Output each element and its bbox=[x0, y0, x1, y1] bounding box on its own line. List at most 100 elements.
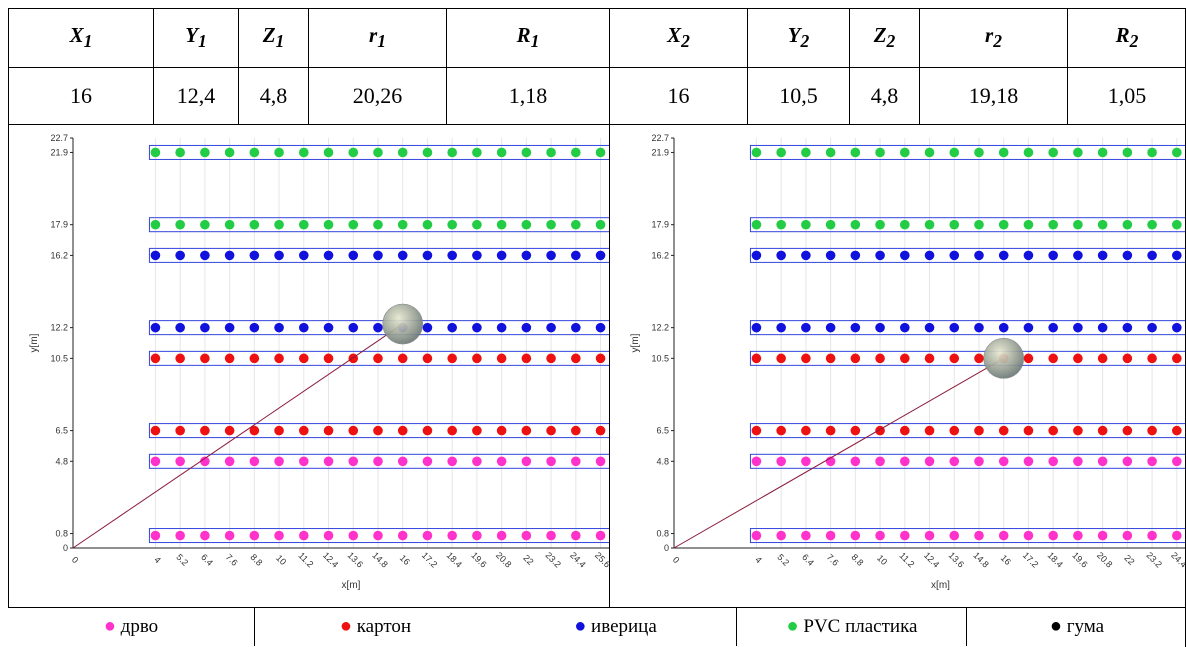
value-x1: 16 bbox=[9, 68, 154, 125]
c2-point-3-0-6 bbox=[900, 220, 910, 230]
c2-row-box-1-0 bbox=[750, 424, 1186, 438]
c2-point-2-0-4 bbox=[851, 323, 861, 333]
value-big-r2: 1,05 bbox=[1068, 68, 1186, 125]
c2-point-1-0-9 bbox=[974, 426, 984, 436]
c1-point-3-0-15 bbox=[522, 220, 532, 230]
value-r1: 20,26 bbox=[309, 68, 447, 125]
c1-point-0-0-17 bbox=[571, 531, 581, 541]
c1-point-3-1-12 bbox=[447, 148, 457, 158]
c2-point-3-1-13 bbox=[1073, 148, 1083, 158]
legend-dot-iverica: ● bbox=[574, 615, 586, 637]
c2-point-3-0-13 bbox=[1073, 220, 1083, 230]
header-z1: Z1 bbox=[239, 9, 309, 68]
c2-point-0-1-8 bbox=[949, 457, 959, 467]
c2-x-tick-label-11: 16 bbox=[999, 553, 1013, 567]
c2-x-tick-label-12: 17.2 bbox=[1021, 550, 1040, 569]
c1-point-3-1-7 bbox=[324, 148, 334, 158]
c1-point-1-0-15 bbox=[522, 426, 532, 436]
c1-point-3-0-11 bbox=[423, 220, 433, 230]
c1-x-tick-label-16: 22 bbox=[521, 553, 535, 567]
c2-point-2-0-13 bbox=[1073, 323, 1083, 333]
c2-point-0-0-13 bbox=[1073, 531, 1083, 541]
c1-point-1-0-8 bbox=[348, 426, 358, 436]
c2-x-axis-label: x[m] bbox=[931, 580, 950, 591]
c1-point-3-1-18 bbox=[596, 148, 606, 158]
c1-x-tick-label-3: 6.4 bbox=[199, 552, 215, 568]
c2-point-0-0-15 bbox=[1123, 531, 1133, 541]
c2-point-3-1-10 bbox=[999, 148, 1009, 158]
c1-point-3-0-17 bbox=[571, 220, 581, 230]
legend-label-drvo: дрво bbox=[121, 616, 159, 637]
c1-point-3-0-7 bbox=[324, 220, 334, 230]
c2-point-1-0-8 bbox=[949, 426, 959, 436]
c1-point-2-0-17 bbox=[571, 323, 581, 333]
c2-point-2-0-8 bbox=[949, 323, 959, 333]
c2-point-2-1-3 bbox=[826, 251, 836, 261]
c1-x-tick-label-0: 0 bbox=[70, 555, 81, 566]
c1-point-3-0-16 bbox=[546, 220, 556, 230]
c1-point-0-1-18 bbox=[596, 457, 606, 467]
c1-point-3-1-4 bbox=[250, 148, 260, 158]
c1-point-0-0-2 bbox=[200, 531, 210, 541]
c1-point-2-1-3 bbox=[225, 251, 235, 261]
table-value-row: 16 12,4 4,8 20,26 1,18 16 10,5 4,8 19,18… bbox=[9, 68, 1186, 125]
c1-point-0-1-15 bbox=[522, 457, 532, 467]
c1-point-3-0-12 bbox=[447, 220, 457, 230]
c2-x-tick-label-6: 10 bbox=[875, 553, 889, 567]
c2-point-2-1-12 bbox=[1048, 251, 1058, 261]
c2-x-tick-label-10: 14.8 bbox=[971, 550, 990, 569]
c2-point-0-1-1 bbox=[776, 457, 786, 467]
c1-point-0-1-7 bbox=[324, 457, 334, 467]
c1-point-2-0-9 bbox=[373, 323, 383, 333]
c2-point-1-1-0 bbox=[752, 354, 762, 364]
c2-point-3-0-12 bbox=[1048, 220, 1058, 230]
c1-point-2-0-5 bbox=[274, 323, 284, 333]
c1-y-tick-label-6: 16.2 bbox=[50, 250, 68, 260]
c2-point-0-1-14 bbox=[1098, 457, 1108, 467]
c1-point-0-1-17 bbox=[571, 457, 581, 467]
c2-point-1-0-6 bbox=[900, 426, 910, 436]
value-y2: 10,5 bbox=[748, 68, 850, 125]
c1-x-tick-label-2: 5.2 bbox=[174, 552, 190, 568]
c1-point-3-1-0 bbox=[151, 148, 161, 158]
c1-point-1-0-9 bbox=[373, 426, 383, 436]
c1-point-0-0-14 bbox=[497, 531, 507, 541]
c2-point-0-0-4 bbox=[851, 531, 861, 541]
c1-point-1-1-13 bbox=[472, 354, 482, 364]
c1-point-2-1-5 bbox=[274, 251, 284, 261]
c1-point-2-0-15 bbox=[522, 323, 532, 333]
c2-point-1-0-16 bbox=[1147, 426, 1157, 436]
c2-point-1-0-12 bbox=[1048, 426, 1058, 436]
c2-x-tick-label-15: 20.8 bbox=[1095, 550, 1114, 569]
c2-point-1-0-17 bbox=[1172, 426, 1182, 436]
c1-x-tick-label-14: 19.6 bbox=[469, 550, 488, 569]
c1-x-tick-label-9: 13.6 bbox=[346, 550, 365, 569]
c1-point-1-1-5 bbox=[274, 354, 284, 364]
header-r1: r1 bbox=[309, 9, 447, 68]
c2-point-1-0-3 bbox=[826, 426, 836, 436]
c1-point-3-0-1 bbox=[175, 220, 185, 230]
c2-y-axis-label: y[m] bbox=[630, 333, 641, 352]
c2-x-tick-label-2: 5.2 bbox=[775, 552, 791, 568]
c2-point-0-1-13 bbox=[1073, 457, 1083, 467]
c2-point-0-0-11 bbox=[1024, 531, 1034, 541]
c1-x-tick-label-7: 11.2 bbox=[296, 550, 315, 569]
legend-label-pvc: PVC пластика bbox=[803, 616, 917, 637]
c2-y-tick-label-1: 0.8 bbox=[656, 529, 669, 539]
c1-point-2-0-4 bbox=[250, 323, 260, 333]
c2-point-2-0-2 bbox=[801, 323, 811, 333]
c1-point-1-1-18 bbox=[596, 354, 606, 364]
c1-point-0-0-16 bbox=[546, 531, 556, 541]
c1-point-1-1-4 bbox=[250, 354, 260, 364]
legend-label-guma: гума bbox=[1067, 616, 1104, 637]
c1-point-1-0-6 bbox=[299, 426, 309, 436]
c1-x-axis-label: x[m] bbox=[342, 580, 361, 591]
c1-point-0-0-9 bbox=[373, 531, 383, 541]
c2-point-2-0-15 bbox=[1123, 323, 1133, 333]
c1-point-1-0-14 bbox=[497, 426, 507, 436]
c1-point-2-0-8 bbox=[348, 323, 358, 333]
c1-y-tick-label-5: 12.2 bbox=[50, 323, 68, 333]
c1-point-1-1-1 bbox=[175, 354, 185, 364]
c1-x-tick-label-1: 4 bbox=[152, 555, 163, 566]
